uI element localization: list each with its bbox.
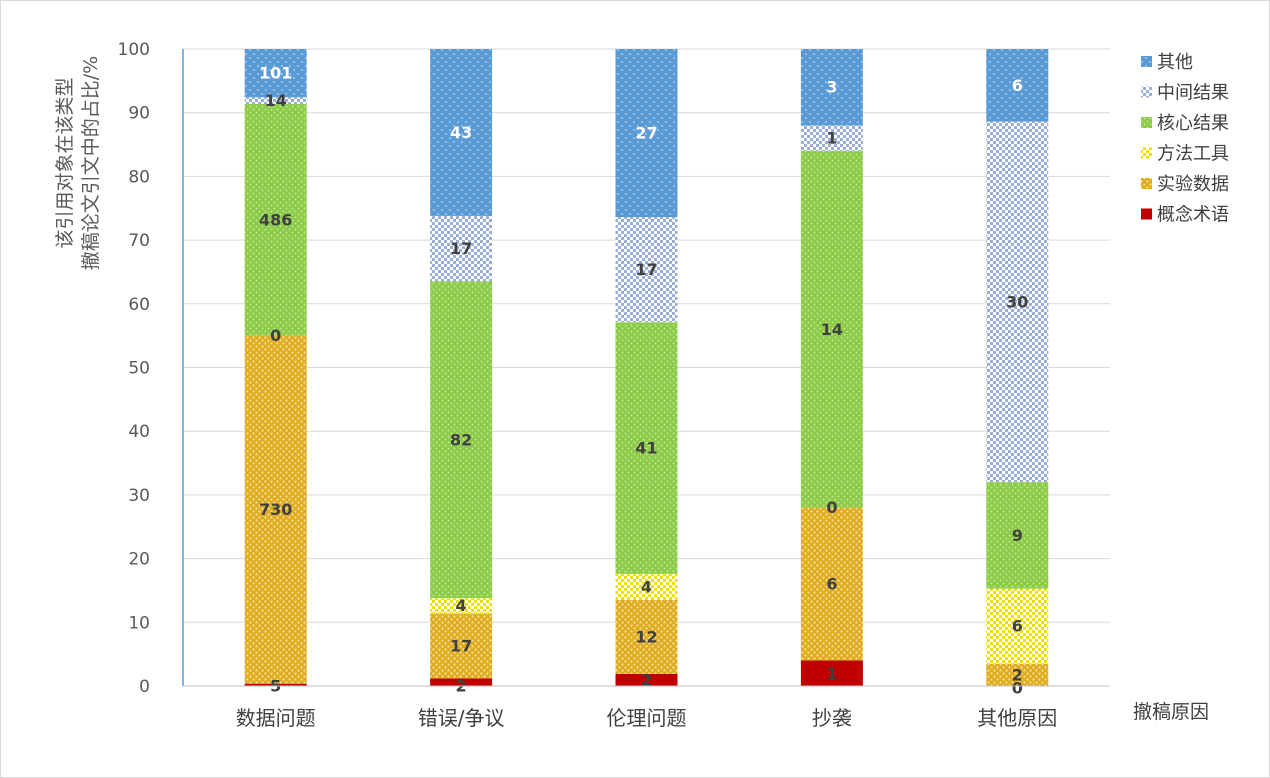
data-label: 27 <box>635 124 657 143</box>
legend-swatch <box>1141 178 1152 189</box>
bar-segment <box>244 97 307 104</box>
x-axis-title: 撤稿原因 <box>1133 701 1209 723</box>
bar-segment <box>800 150 863 508</box>
bars <box>244 49 1049 686</box>
bar-segment <box>244 335 307 684</box>
legend-label: 方法工具 <box>1157 144 1229 165</box>
bar-segment <box>615 217 678 323</box>
y-tick-label: 50 <box>128 359 150 379</box>
y-tick-label: 80 <box>128 167 150 187</box>
x-tick-label: 其他原因 <box>977 706 1057 730</box>
bar-segment <box>430 613 493 679</box>
legend-label: 概念术语 <box>1157 204 1229 226</box>
bar-segment <box>615 322 678 574</box>
bar-segment <box>430 49 493 216</box>
data-label: 14 <box>821 320 843 339</box>
data-label: 6 <box>1012 617 1023 636</box>
y-tick-label: 90 <box>128 104 150 124</box>
x-tick-label: 伦理问题 <box>607 706 687 730</box>
bar-segment <box>430 281 493 599</box>
y-tick-label: 60 <box>128 295 150 315</box>
data-label: 82 <box>450 430 472 449</box>
y-tick-label: 20 <box>128 550 150 570</box>
data-label: 486 <box>259 210 292 229</box>
bar-segment <box>615 49 678 218</box>
y-tick-label: 40 <box>128 422 150 442</box>
data-label: 30 <box>1006 292 1028 311</box>
bar-segment <box>430 678 493 686</box>
data-label: 4 <box>456 596 467 615</box>
bar-segment <box>244 49 307 98</box>
data-label: 12 <box>635 627 657 646</box>
y-tick-label: 70 <box>128 231 150 251</box>
bar-segment <box>615 673 678 686</box>
legend-swatch <box>1141 56 1152 67</box>
legend-label: 实验数据 <box>1157 174 1229 195</box>
x-tick-label: 错误/争议 <box>418 706 505 730</box>
bar-segment <box>800 125 863 151</box>
data-label: 14 <box>265 91 287 110</box>
data-label: 41 <box>635 439 657 458</box>
bar-segment <box>986 49 1049 122</box>
bar-segment <box>986 663 1049 686</box>
y-tick-label: 0 <box>139 677 150 697</box>
bar-segment <box>430 598 493 614</box>
data-label: 0 <box>826 498 837 517</box>
legend-label: 中间结果 <box>1157 83 1229 104</box>
bar-segment <box>430 215 493 282</box>
data-label: 4 <box>641 577 652 596</box>
data-label: 1 <box>826 664 837 683</box>
x-tick-label: 数据问题 <box>236 706 316 730</box>
legend-swatch <box>1141 147 1152 159</box>
data-label: 2 <box>1012 665 1023 684</box>
bar-segment <box>615 573 678 601</box>
legend-swatch <box>1141 86 1152 98</box>
bar-segment <box>244 683 307 686</box>
bar-segment <box>615 600 678 674</box>
data-label: 2 <box>641 670 652 689</box>
data-label: 17 <box>450 239 472 258</box>
data-label: 0 <box>1012 679 1023 698</box>
bar-segment <box>244 103 307 336</box>
bar-segment <box>800 660 863 686</box>
legend-label: 核心结果 <box>1157 113 1229 134</box>
x-tick-label: 抄袭 <box>812 706 852 730</box>
bar-segment <box>800 507 863 661</box>
data-label: 3 <box>826 78 837 97</box>
data-label: 6 <box>1012 76 1023 95</box>
data-label: 730 <box>259 500 292 519</box>
data-label: 43 <box>450 123 472 142</box>
data-label: 17 <box>450 636 472 655</box>
y-tick-label: 100 <box>118 40 150 60</box>
legend-swatch <box>1141 208 1152 220</box>
legend-label: 其他 <box>1157 52 1193 73</box>
bar-segment <box>986 588 1049 664</box>
data-label: 0 <box>270 326 281 345</box>
bar-segment <box>800 49 863 126</box>
y-axis-title-line-1: 该引用对象在该类型 <box>54 77 76 248</box>
data-label: 101 <box>259 64 292 83</box>
y-tick-label: 10 <box>128 613 150 633</box>
bar-segment <box>986 482 1049 589</box>
data-label: 6 <box>826 575 837 594</box>
data-label: 1 <box>826 129 837 148</box>
bar-segment <box>986 121 1049 483</box>
data-label: 9 <box>1012 526 1023 545</box>
y-axis-title-line-2: 撤稿论文引文中的占比/% <box>80 56 102 270</box>
y-tick-label: 30 <box>128 486 150 506</box>
legend-swatch <box>1141 117 1152 128</box>
data-label: 17 <box>635 260 657 279</box>
